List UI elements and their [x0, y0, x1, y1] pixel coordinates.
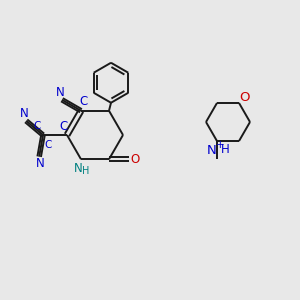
Text: O: O [130, 153, 140, 166]
Text: N: N [207, 144, 217, 157]
Text: +: + [216, 140, 224, 150]
Text: C: C [44, 140, 52, 150]
Text: H: H [82, 166, 90, 176]
Text: H: H [220, 142, 230, 156]
Text: N: N [36, 157, 45, 170]
Text: N: N [20, 107, 28, 120]
Text: N: N [56, 86, 64, 99]
Text: N: N [74, 162, 82, 175]
Text: O: O [239, 92, 249, 104]
Text: C: C [33, 121, 41, 131]
Text: C: C [59, 121, 67, 134]
Text: C: C [80, 95, 88, 108]
